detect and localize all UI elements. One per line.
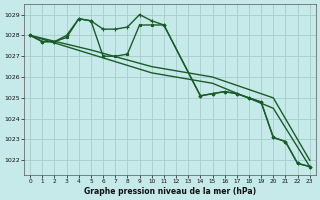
X-axis label: Graphe pression niveau de la mer (hPa): Graphe pression niveau de la mer (hPa) (84, 187, 256, 196)
